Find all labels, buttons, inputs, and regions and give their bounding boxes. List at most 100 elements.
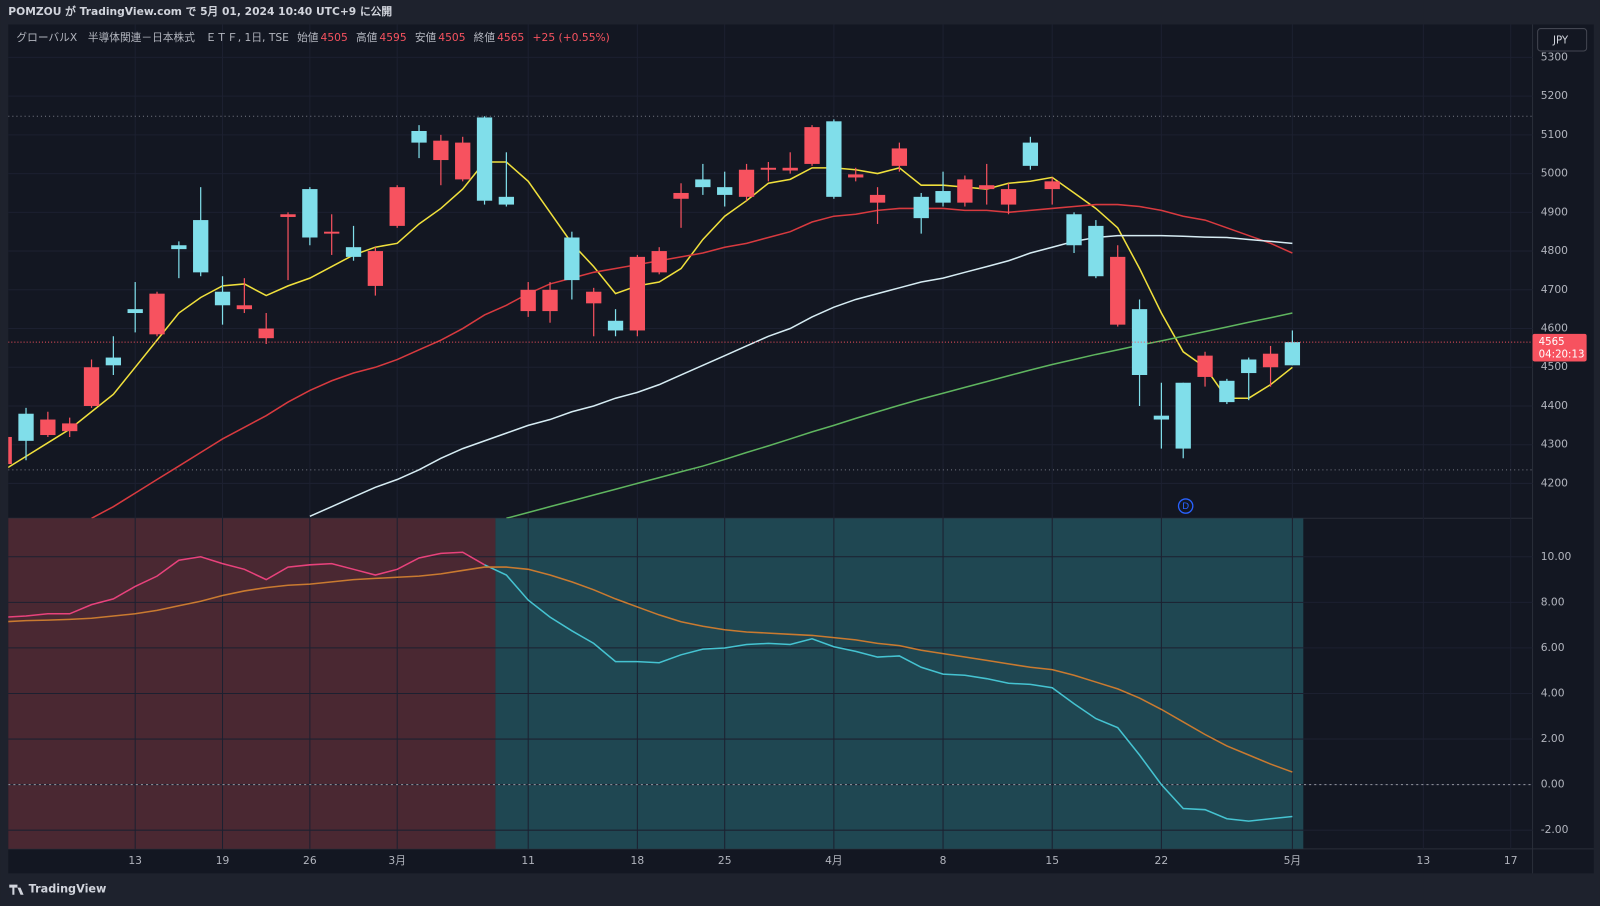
candle-body: [83, 367, 100, 406]
y-tick-label: 4300: [1541, 438, 1568, 451]
y-tick-label: 4400: [1541, 399, 1568, 412]
legend-text: 4565: [497, 31, 524, 44]
candle-body: [848, 174, 864, 178]
x-tick-label: 18: [631, 854, 645, 867]
candle-body: [586, 291, 602, 304]
candle-body: [324, 231, 340, 234]
currency-button[interactable]: [1537, 28, 1588, 52]
candle-body: [411, 130, 427, 143]
candle-body: [433, 140, 449, 161]
price-tag-countdown: 04:20:13: [1539, 349, 1585, 360]
y-tick-label: 4.00: [1541, 686, 1565, 699]
currency-label[interactable]: JPY: [1552, 35, 1569, 46]
candle-body: [1241, 359, 1257, 374]
y-tick-label: 8.00: [1541, 595, 1565, 608]
candle-body: [345, 247, 362, 257]
candle-body: [105, 357, 122, 366]
candle-body: [280, 214, 296, 217]
candle-body: [1088, 225, 1104, 277]
x-tick-label: 17: [1504, 854, 1518, 867]
x-tick-label: 15: [1045, 854, 1059, 867]
candle-body: [869, 194, 886, 203]
event-marker-label[interactable]: D: [1182, 501, 1189, 512]
candle-body: [40, 419, 56, 436]
candle-body: [1110, 256, 1126, 325]
x-tick-label: 26: [303, 854, 317, 867]
candle-body: [1219, 380, 1235, 403]
legend-text: 4505: [321, 31, 348, 44]
candle-body: [236, 305, 253, 310]
x-tick-label: 4月: [825, 854, 843, 867]
brand: TradingView: [29, 883, 107, 896]
legend-text: 安値: [415, 31, 437, 44]
price-tag: [1532, 333, 1587, 362]
legend-text: +25 (+0.55%): [533, 31, 610, 44]
candle-body: [62, 423, 78, 432]
candle-body: [389, 187, 405, 226]
candle-body: [127, 309, 143, 314]
y-tick-label: 6.00: [1541, 641, 1565, 654]
line-series: [8, 161, 1293, 469]
candle-body: [1044, 181, 1060, 190]
line-series: [484, 564, 1293, 822]
candle-body: [455, 142, 471, 180]
candle-body: [1262, 353, 1279, 368]
candle-body: [214, 291, 231, 306]
candle-body: [258, 328, 274, 339]
legend-text: 終値: [474, 31, 496, 44]
candle-body: [193, 220, 209, 273]
x-tick-label: 5月: [1284, 854, 1302, 867]
legend-text: 4595: [379, 31, 406, 44]
candle-body: [979, 185, 995, 190]
candle-body: [826, 121, 842, 197]
x-tick-label: 8: [940, 854, 947, 867]
candle-body: [1131, 309, 1148, 375]
candle-body: [673, 192, 689, 199]
y-tick-label: 4700: [1541, 283, 1568, 296]
zone: [495, 518, 1304, 849]
y-tick-label: 4200: [1541, 476, 1568, 489]
legend-text: 4505: [438, 31, 465, 44]
y-tick-label: 5100: [1541, 128, 1568, 141]
y-tick-label: 5300: [1541, 50, 1568, 63]
candle-body: [782, 167, 798, 171]
candle-body: [564, 237, 580, 281]
y-tick-label: 4500: [1541, 360, 1568, 373]
candle-body: [913, 196, 929, 219]
price-tag-value: 4565: [1539, 337, 1565, 348]
candle-body: [695, 179, 711, 188]
candle-body: [760, 167, 777, 170]
candle-body: [957, 179, 973, 203]
candle-body: [498, 196, 515, 205]
candle-body: [717, 187, 733, 195]
candle-body: [1022, 142, 1039, 166]
candle-body: [476, 117, 493, 201]
candle-body: [520, 289, 536, 312]
candle-body: [1197, 355, 1213, 377]
x-tick-label: 3月: [388, 854, 406, 867]
y-tick-label: 2.00: [1541, 732, 1565, 745]
line-series: [506, 312, 1293, 519]
line-series: [91, 203, 1293, 519]
legend-text: 始値: [297, 31, 319, 44]
line-series: [8, 566, 1293, 773]
x-tick-label: 19: [216, 854, 230, 867]
candle-body: [1284, 342, 1301, 366]
candle-body: [8, 436, 12, 465]
zone: [8, 518, 496, 849]
y-tick-label: 0.00: [1541, 778, 1565, 791]
candle-body: [1000, 189, 1017, 205]
candle-body: [542, 289, 558, 312]
candle-body: [149, 293, 165, 335]
candle-body: [18, 413, 34, 441]
candle-body: [607, 320, 624, 331]
y-tick-label: 4600: [1541, 322, 1568, 335]
candle-body: [1153, 415, 1170, 420]
y-tick-label: 10.00: [1541, 550, 1572, 563]
x-tick-label: 25: [718, 854, 732, 867]
tv-logo: TradingView: [9, 883, 106, 896]
candle-body: [1066, 214, 1082, 246]
event-marker[interactable]: [1177, 498, 1194, 514]
